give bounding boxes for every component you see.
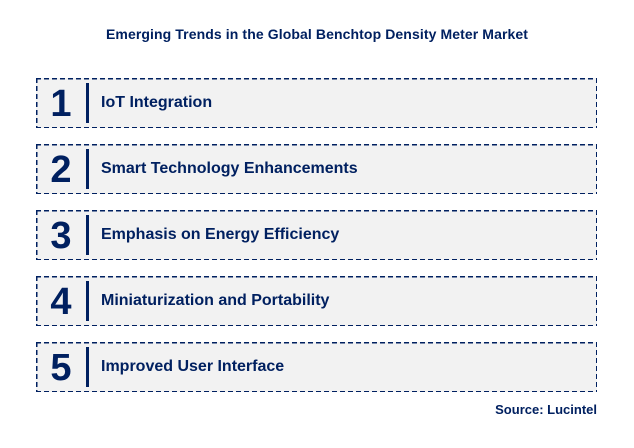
trend-label: Emphasis on Energy Efficiency xyxy=(101,226,340,243)
trend-number: 1 xyxy=(50,82,72,125)
trend-list: 1 IoT Integration 2 Smart Technology Enh… xyxy=(36,78,597,408)
separator-bar xyxy=(86,149,89,189)
separator-bar xyxy=(86,347,89,387)
trend-row-2: 2 Smart Technology Enhancements xyxy=(36,144,597,194)
source-note: Source: Lucintel xyxy=(495,402,597,417)
separator-bar xyxy=(86,83,89,123)
trend-label: Smart Technology Enhancements xyxy=(101,160,358,177)
trend-label: IoT Integration xyxy=(101,94,213,111)
trend-number: 2 xyxy=(50,148,72,191)
trend-row-5: 5 Improved User Interface xyxy=(36,342,597,392)
separator-bar xyxy=(86,215,89,255)
trend-row-3: 3 Emphasis on Energy Efficiency xyxy=(36,210,597,260)
separator-bar xyxy=(86,281,89,321)
trend-number: 3 xyxy=(50,214,72,257)
page-title: Emerging Trends in the Global Benchtop D… xyxy=(105,26,529,42)
trend-number: 4 xyxy=(50,280,72,323)
trend-row-1: 1 IoT Integration xyxy=(36,78,597,128)
trend-row-4: 4 Miniaturization and Portability xyxy=(36,276,597,326)
trend-label: Miniaturization and Portability xyxy=(101,292,330,309)
trend-label: Improved User Interface xyxy=(101,358,285,375)
trend-number: 5 xyxy=(50,346,72,389)
